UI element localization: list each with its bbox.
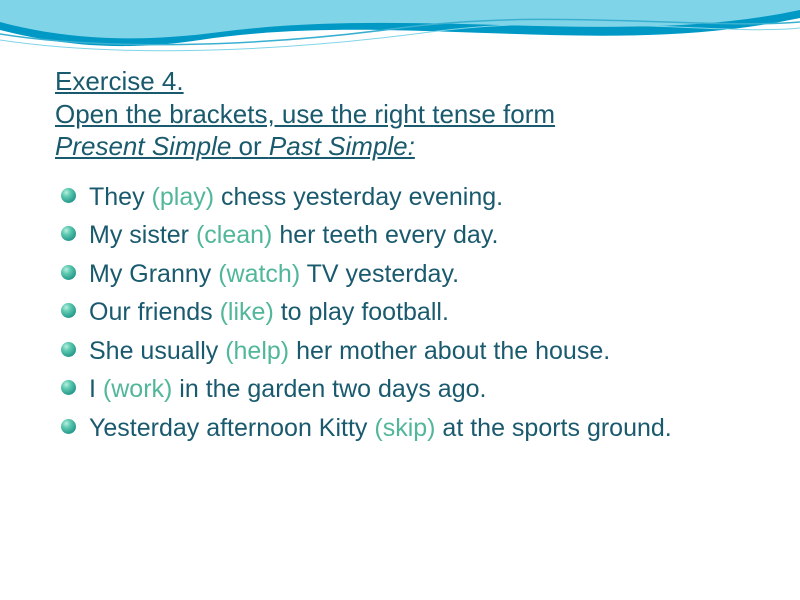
verb-bracket: (help) [225, 337, 289, 365]
heading-tense-a: Present Simple [55, 131, 231, 161]
slide-content: Exercise 4. Open the brackets, use the r… [55, 65, 745, 450]
verb-bracket: (like) [220, 298, 274, 326]
sentence-post: her teeth every day. [272, 221, 498, 249]
list-item: Yesterday afternoon Kitty (skip) at the … [61, 412, 745, 445]
verb-bracket: (play) [152, 183, 215, 211]
sentence-pre: My sister [89, 221, 196, 249]
verb-bracket: (watch) [218, 260, 300, 288]
sentence-post: TV yesterday. [300, 260, 459, 288]
sentence-post: to play football. [274, 298, 449, 326]
exercise-list: They (play) chess yesterday evening. My … [55, 181, 745, 445]
sentence-post: her mother about the house. [289, 337, 610, 365]
sentence-pre: My Granny [89, 260, 218, 288]
heading-tense-b: Past Simple: [269, 131, 415, 161]
exercise-heading: Exercise 4. Open the brackets, use the r… [55, 65, 745, 163]
verb-bracket: (work) [103, 375, 172, 403]
heading-line1: Exercise 4. [55, 66, 184, 96]
sentence-pre: Our friends [89, 298, 220, 326]
verb-bracket: (clean) [196, 221, 272, 249]
verb-bracket: (skip) [374, 414, 435, 442]
list-item: My sister (clean) her teeth every day. [61, 219, 745, 252]
heading-or: or [231, 131, 269, 161]
sentence-post: at the sports ground. [435, 414, 671, 442]
sentence-pre: They [89, 183, 152, 211]
sentence-pre: I [89, 375, 103, 403]
list-item: They (play) chess yesterday evening. [61, 181, 745, 214]
heading-line2: Open the brackets, use the right tense f… [55, 99, 555, 129]
list-item: She usually (help) her mother about the … [61, 335, 745, 368]
list-item: Our friends (like) to play football. [61, 296, 745, 329]
sentence-post: in the garden two days ago. [172, 375, 486, 403]
sentence-pre: She usually [89, 337, 225, 365]
list-item: My Granny (watch) TV yesterday. [61, 258, 745, 291]
sentence-post: chess yesterday evening. [214, 183, 503, 211]
list-item: I (work) in the garden two days ago. [61, 373, 745, 406]
sentence-pre: Yesterday afternoon Kitty [89, 414, 374, 442]
